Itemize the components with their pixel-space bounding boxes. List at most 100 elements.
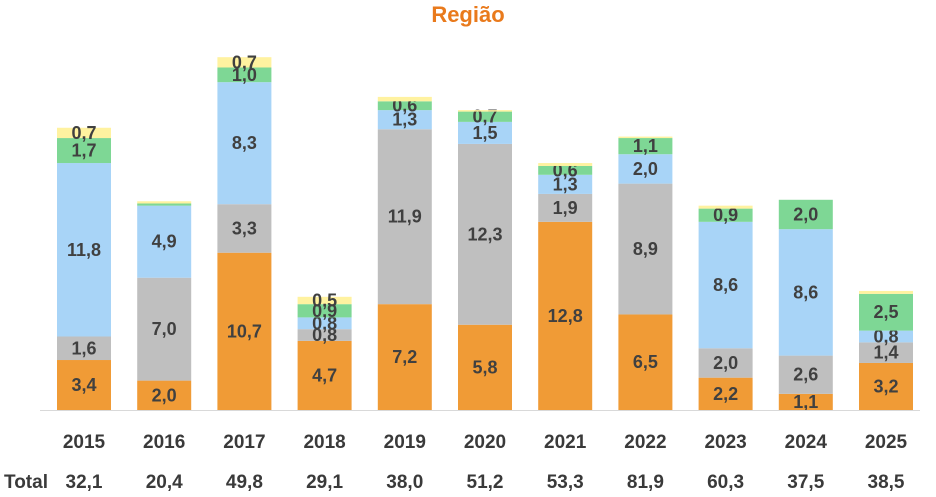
bar-segment-yellow-2025	[859, 290, 913, 294]
bar-segment-yellow-2017	[217, 57, 272, 68]
bar-segment-light-blue-2022	[618, 154, 673, 184]
bar-segment-green-2023	[698, 208, 753, 222]
data-label-light-blue-2019: 1,3	[392, 110, 417, 130]
bar-segment-yellow-2015	[57, 127, 111, 139]
bar-segment-orange-2018	[297, 340, 352, 410]
bar-segment-yellow-2020	[458, 110, 512, 112]
bar-segment-orange-2020	[458, 324, 512, 410]
data-label-gray-2023: 2,0	[713, 353, 738, 373]
category-labels: 2015 2016 2017 2018 2019 2020 2021 2022 2023 2024…	[63, 432, 908, 453]
data-label-yellow-2018: 0,5	[312, 290, 337, 310]
bar-segment-light-blue-2021	[538, 174, 593, 194]
data-label-light-blue-2024: 8,6	[793, 282, 818, 302]
data-label-green-2018: 0,9	[312, 301, 337, 321]
bar-segment-light-blue-2015	[57, 163, 111, 337]
total-value-2019: 38,0	[386, 472, 423, 493]
bar-segment-gray-2025	[859, 342, 913, 363]
bar-segment-gray-2017	[217, 204, 272, 253]
bar-segment-orange-2021	[538, 221, 593, 410]
data-label-orange-2015: 3,4	[71, 375, 96, 395]
total-value-2021: 53,3	[547, 472, 584, 493]
data-label-light-blue-2020: 1,5	[472, 123, 497, 143]
data-label-light-blue-2018: 0,8	[312, 313, 337, 333]
bar-segment-green-2020	[458, 111, 512, 122]
bar-segment-green-2021	[538, 165, 593, 175]
total-value-2018: 29,1	[306, 472, 343, 493]
data-label-orange-2018: 4,7	[312, 365, 337, 385]
bar-segment-gray-2018	[297, 329, 352, 341]
bar-segment-green-2022	[618, 138, 673, 155]
category-label-2016: 2016	[143, 432, 185, 453]
bar-segment-green-2019	[377, 101, 432, 111]
total-value-2020: 51,2	[467, 472, 504, 493]
data-label-orange-2017: 10,7	[227, 321, 262, 341]
data-label-green-2015: 1,7	[71, 141, 96, 161]
bar-segment-green-2018	[297, 304, 352, 318]
data-label-orange-2019: 7,2	[392, 347, 417, 367]
bar-segment-yellow-2021	[538, 163, 593, 166]
bar-segment-green-2016	[137, 203, 192, 206]
category-label-2015: 2015	[63, 432, 106, 453]
data-label-green-2024: 2,0	[793, 204, 818, 224]
category-label-2018: 2018	[303, 432, 345, 453]
bar-segment-green-2024	[778, 199, 833, 230]
data-label-orange-2023: 2,2	[713, 384, 738, 404]
bar-segment-light-blue-2017	[217, 82, 272, 205]
category-label-2019: 2019	[384, 432, 426, 453]
bar-segment-orange-2016	[137, 380, 192, 410]
data-label-orange-2021: 12,8	[548, 306, 583, 326]
data-label-gray-2022: 8,9	[633, 239, 658, 259]
bar-segment-light-blue-2019	[377, 110, 432, 130]
bar-segment-orange-2022	[618, 314, 673, 410]
data-label-light-blue-2016: 4,9	[152, 232, 177, 252]
bar-segment-orange-2025	[859, 362, 913, 410]
bar-segment-green-2017	[217, 67, 272, 83]
bar-segment-orange-2015	[57, 360, 111, 410]
bar-segment-gray-2022	[618, 183, 673, 315]
data-label-green-2023: 0,9	[713, 205, 738, 225]
total-value-2024: 37,5	[787, 472, 824, 493]
data-label-gray-2017: 3,3	[232, 218, 257, 238]
bar-segment-light-blue-2024	[778, 229, 833, 356]
bar-segment-yellow-2016	[137, 201, 192, 204]
data-label-orange-2022: 6,5	[633, 352, 658, 372]
data-label-orange-2024: 1,1	[793, 392, 818, 412]
bar-segment-orange-2019	[377, 304, 432, 410]
total-value-2017: 49,8	[226, 472, 263, 493]
chart-title: Região	[431, 2, 505, 27]
category-label-2023: 2023	[704, 432, 746, 453]
bar-segment-green-2025	[859, 293, 913, 331]
bar-segment-orange-2024	[778, 393, 833, 410]
bar-segment-orange-2023	[698, 377, 753, 410]
data-label-green-2020: 0,7	[472, 107, 497, 127]
bar-segment-gray-2019	[377, 129, 432, 305]
category-label-2021: 2021	[544, 432, 587, 453]
data-label-orange-2020: 5,8	[472, 357, 497, 377]
bar-segment-gray-2023	[698, 348, 753, 378]
bar-segment-light-blue-2023	[698, 221, 753, 349]
bar-segment-yellow-2023	[698, 205, 753, 209]
bar-segment-light-blue-2025	[859, 330, 913, 343]
data-label-green-2017: 1,0	[232, 65, 257, 85]
category-label-2017: 2017	[223, 432, 265, 453]
data-label-gray-2015: 1,6	[71, 338, 96, 358]
data-label-light-blue-2021: 1,3	[553, 174, 578, 194]
data-label-green-2025: 2,5	[873, 302, 898, 322]
bar-segment-light-blue-2018	[297, 317, 352, 330]
category-label-2020: 2020	[464, 432, 506, 453]
data-label-gray-2024: 2,6	[793, 365, 818, 385]
data-label-orange-2025: 3,2	[873, 376, 898, 396]
data-label-gray-2019: 11,9	[388, 207, 422, 227]
bars-group: 3,41,611,81,70,72,07,04,910,73,38,31,00,…	[57, 52, 913, 412]
total-values: 32,1 20,4 49,8 29,1 38,0 51,2 53,3 81,9 60,3 37,5…	[66, 472, 905, 493]
bar-segment-orange-2017	[217, 252, 272, 410]
category-label-2025: 2025	[865, 432, 908, 453]
total-value-2023: 60,3	[707, 472, 744, 493]
category-label-2024: 2024	[785, 432, 828, 453]
bar-segment-gray-2016	[137, 277, 192, 381]
category-label-2022: 2022	[624, 432, 666, 453]
bar-segment-light-blue-2016	[137, 205, 192, 278]
data-label-gray-2020: 12,3	[467, 224, 502, 244]
bar-segment-gray-2020	[458, 143, 512, 325]
